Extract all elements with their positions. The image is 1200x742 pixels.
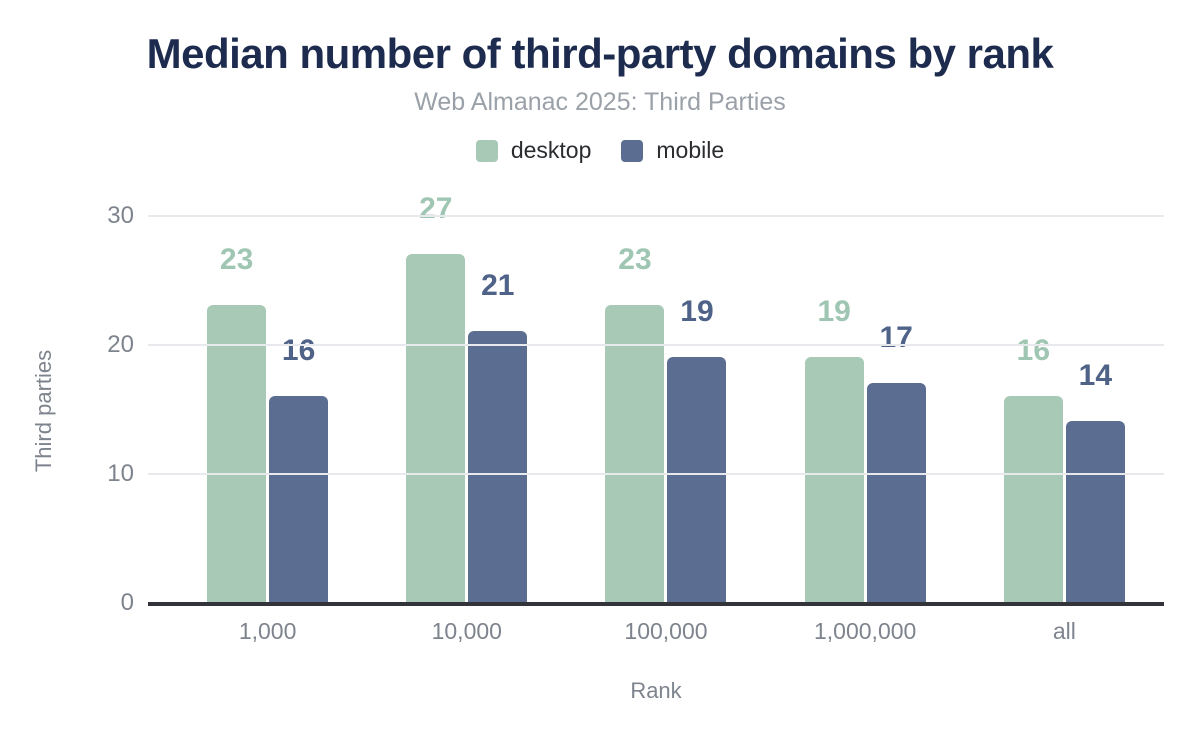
bar-mobile-1,000: 16: [269, 335, 329, 602]
value-label-mobile-1,000: 16: [281, 333, 316, 367]
bar-groups-row: 23 16 1,000 27 21 10,000 23 19 100,000 19 17 1,000,…: [148, 176, 1164, 644]
bar-group-1,000,000: 19 17 1,000,000: [804, 296, 926, 644]
bar-mobile-10,000: 21: [468, 271, 528, 602]
bar-desktop-1,000,000: 19: [804, 296, 864, 602]
legend-item-mobile: mobile: [621, 137, 724, 164]
value-label-desktop-1,000: 23: [219, 243, 254, 277]
value-label-mobile-100,000: 19: [680, 294, 714, 328]
bar-group-100,000: 23 19 100,000: [605, 245, 727, 644]
y-tick-label-30: 30: [107, 202, 134, 229]
bar-mobile-1,000,000: 17: [866, 322, 926, 602]
bar-desktop-100,000: 23: [605, 245, 665, 602]
legend-label-desktop: desktop: [510, 137, 592, 163]
value-label-mobile-1,000,000: 17: [879, 320, 913, 354]
bar-mobile-all: 14: [1065, 361, 1125, 602]
chart-subtitle: Web Almanac 2025: Third Parties: [414, 88, 786, 116]
value-label-desktop-100,000: 23: [618, 243, 652, 277]
bar-desktop-all: 16: [1003, 335, 1063, 602]
y-axis-title: Third parties: [31, 349, 56, 473]
value-label-desktop-10,000: 27: [419, 191, 453, 225]
legend-swatch-desktop: [475, 139, 498, 162]
y-tick-label-0: 0: [120, 589, 134, 616]
gridline-10: [148, 473, 1164, 475]
bar-desktop-1,000: 23: [207, 245, 267, 602]
bar-mobile-100,000: 19: [667, 296, 727, 602]
bar-group-1,000: 23 16 1,000: [207, 245, 329, 644]
chart-title: Median number of third-party domains by …: [146, 30, 1054, 77]
bar-group-all: 16 14 all: [1003, 335, 1125, 644]
value-label-mobile-10,000: 21: [481, 269, 515, 303]
legend: desktop mobile: [0, 137, 1200, 164]
legend-swatch-mobile: [621, 139, 644, 162]
gridline-20: [148, 344, 1164, 346]
x-tick-label-10,000: 10,000: [431, 618, 502, 644]
bar-group-10,000: 27 21 10,000: [406, 193, 528, 644]
x-axis-title: Rank: [630, 678, 682, 703]
x-tick-label-all: all: [1052, 618, 1076, 644]
x-tick-label-1,000: 1,000: [238, 618, 297, 644]
x-axis-baseline: [148, 602, 1164, 606]
value-label-desktop-all: 16: [1016, 333, 1051, 367]
legend-label-mobile: mobile: [656, 137, 725, 163]
x-tick-label-100,000: 100,000: [624, 618, 708, 644]
plot-area: Third parties 23 16 1,000 27 21 10,000 23 19 100…: [31, 176, 1164, 644]
gridline-30: [148, 215, 1164, 217]
value-label-mobile-all: 14: [1078, 359, 1113, 393]
bar-desktop-10,000: 27: [406, 193, 466, 602]
y-tick-label-20: 20: [107, 331, 134, 358]
x-tick-label-1,000,000: 1,000,000: [813, 618, 917, 644]
y-tick-label-10: 10: [107, 460, 134, 487]
value-label-desktop-1,000,000: 19: [817, 294, 851, 328]
legend-item-desktop: desktop: [475, 137, 592, 164]
